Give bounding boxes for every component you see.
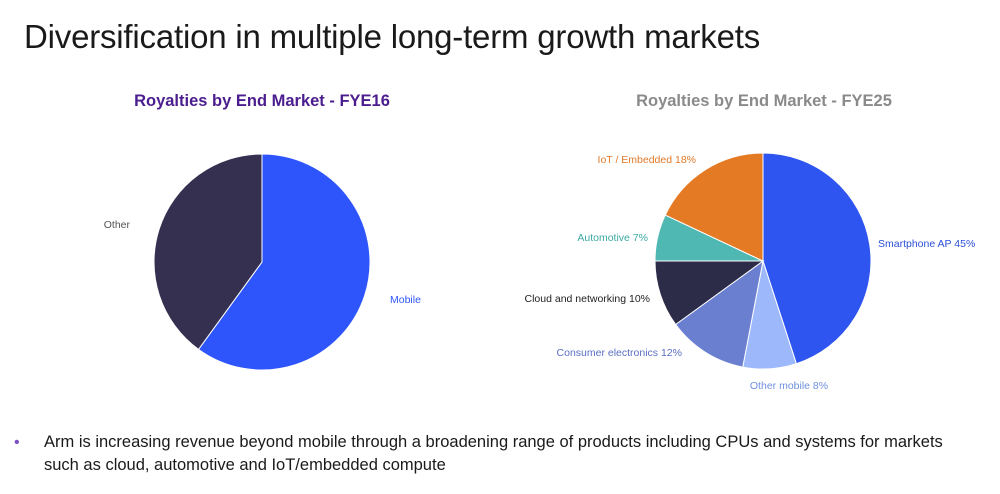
fye25-label-iot-embedded: IoT / Embedded 18% [598,154,696,166]
fye16-label-mobile: Mobile [390,294,421,306]
fye25-label-automotive: Automotive 7% [577,232,648,244]
bullet-text: Arm is increasing revenue beyond mobile … [44,433,943,474]
fye25-label-cloud-and-networking: Cloud and networking 10% [525,293,651,305]
fye25-slice-smartphone-ap [762,152,872,365]
fye25-label-smartphone-ap: Smartphone AP 45% [878,238,975,250]
fye25-slice-consumer-electronics [674,259,764,368]
fye16-label-other: Other [104,219,131,231]
fye16-slice-other [153,153,263,351]
fye25-label-consumer-electronics: Consumer electronics 12% [557,347,682,359]
fye25-chart-title: Royalties by End Market - FYE25 [636,92,892,110]
fye16-slice-mobile [197,153,371,371]
bullet-point: • Arm is increasing revenue beyond mobil… [12,431,972,477]
bullet-marker: • [14,434,20,451]
fye16-chart-title: Royalties by End Market - FYE16 [134,92,390,110]
fye25-slice-iot-embedded [664,152,764,262]
fye25-label-other-mobile: Other mobile 8% [750,380,828,392]
slide-title: Diversification in multiple long-term gr… [24,18,761,55]
